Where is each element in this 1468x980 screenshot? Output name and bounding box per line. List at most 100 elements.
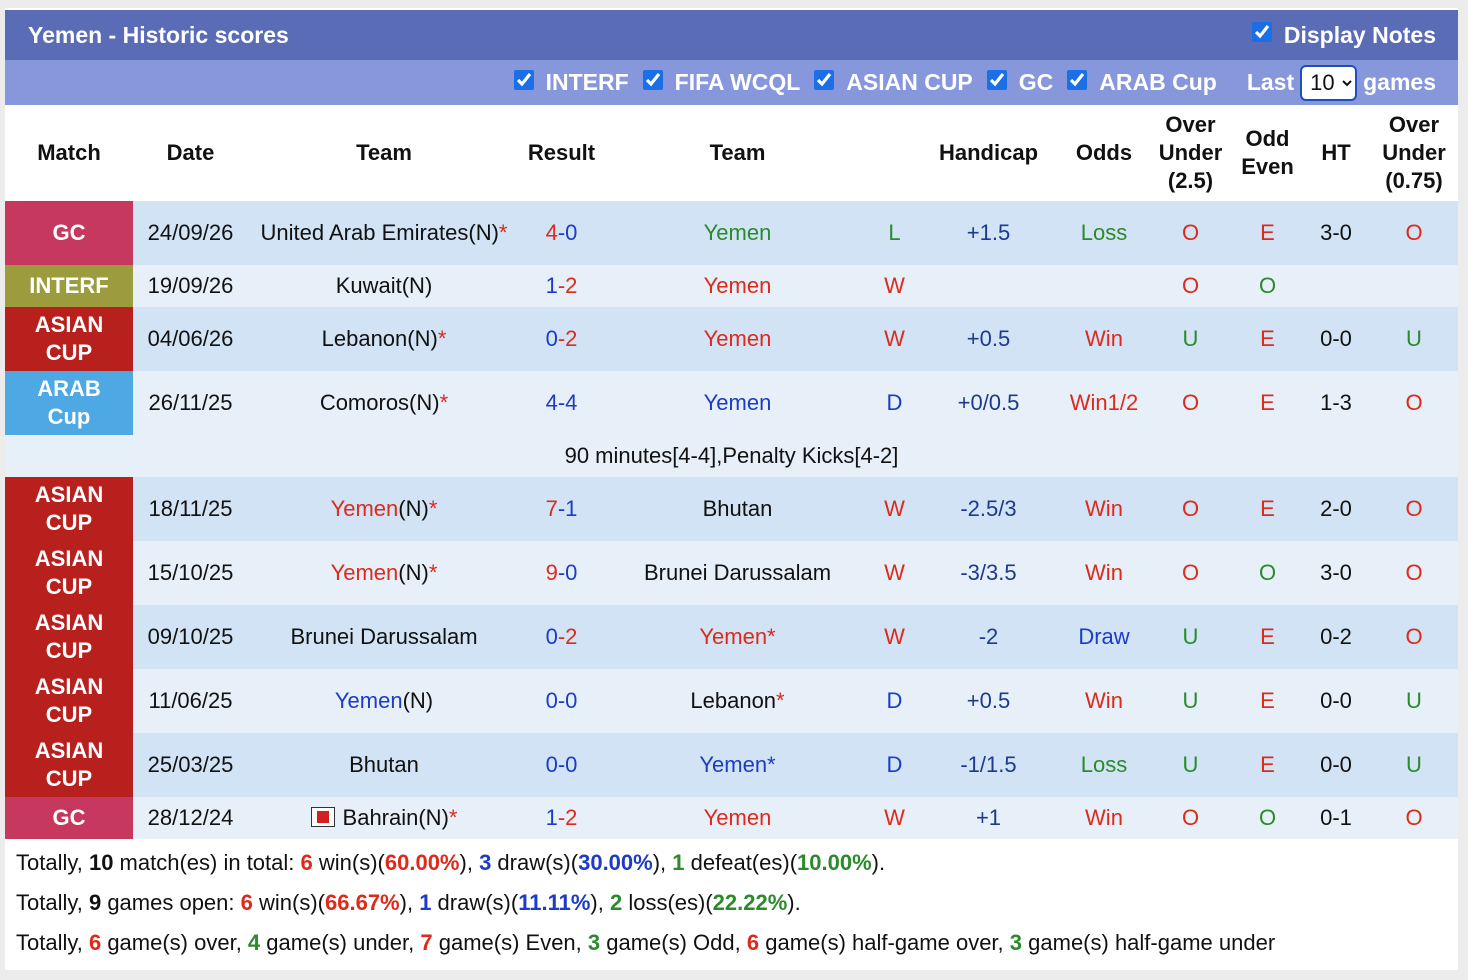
competition-cell: ARAB Cup [5,371,133,435]
competition-label: GC [1018,69,1054,96]
competition: INTERF [29,273,109,298]
summary-line: Totally, 9 games open: 6 win(s)(66.67%),… [16,883,1458,923]
column-header: Team [709,140,766,165]
summary-text: draw(s)( [491,850,579,875]
date-cell: 26/11/25 [133,371,248,435]
summary-text: Totally, [16,930,89,955]
over-under: O [1181,496,1200,521]
match-row: GC 24/09/26 United Arab Emirates(N)* 4-0 Yem… [5,201,1458,265]
result-cell: 9-0 [520,541,603,605]
competition-filter[interactable]: ARAB Cup [1067,69,1217,96]
odd-even: O [1258,560,1277,585]
competition-checkbox[interactable] [986,69,1007,90]
flag-icon [310,807,335,827]
competition-filter[interactable]: INTERF [513,69,629,96]
odds: Win1/2 [1069,390,1139,415]
result: 0-0 [545,688,578,713]
over-under: O [1181,220,1200,245]
over-under-075: O [1405,560,1423,585]
home-team: * [439,390,449,415]
summary-text: game(s) under, [260,930,421,955]
home-team: * [428,560,438,585]
competition-checkbox[interactable] [1067,69,1088,90]
competition-label: ARAB Cup [1099,69,1217,96]
odd-even-cell: O [1233,265,1302,307]
odd-even: E [1260,326,1275,351]
competition-filter[interactable]: FIFA WCQL [642,69,800,96]
odd-even-cell: E [1233,371,1302,435]
note: 90 minutes[4-4],Penalty Kicks[4-2] [5,435,1458,477]
competition: ASIAN CUP [34,482,104,535]
home-team: Bahrain(N) [342,805,449,830]
away-team: Yemen [703,326,772,351]
summary-text: win(s)( [312,850,385,875]
half-time: 0-2 [1320,624,1352,649]
result-cell: 0-2 [520,605,603,669]
half-time: 1-3 [1320,390,1352,415]
summary-text: ), [590,890,610,915]
half-time: 3-0 [1320,560,1352,585]
result: 9 [545,560,558,585]
handicap: +0/0.5 [957,390,1020,415]
competition-cell: ASIAN CUP [5,669,133,733]
summary-text: game(s) half-game under [1022,930,1276,955]
result: -2 [557,624,578,649]
odd-even-cell: E [1233,605,1302,669]
competition: GC [52,805,86,830]
date-cell: 28/12/24 [133,797,248,839]
summary-text: defeat(es)( [684,850,798,875]
competition-checkbox[interactable] [814,69,835,90]
summary-text: 6 [746,930,760,955]
odds: Loss [1080,220,1128,245]
odds: Loss [1080,752,1128,777]
display-notes-checkbox[interactable] [1251,22,1272,42]
home-team: Yemen [330,496,399,521]
scores-table: Match Date Team Result Team Handicap Odds Over … [5,105,1458,839]
title: Yemen - Historic scores [28,21,289,48]
half-time-cell: 0-1 [1302,797,1370,839]
date: 24/09/26 [147,220,234,245]
summary-text: 6 [300,850,313,875]
competition-checkbox[interactable] [513,69,534,90]
odds-cell: Win [1060,669,1148,733]
competition: ASIAN CUP [34,738,104,791]
summary-text: ). [871,850,886,875]
away-team-cell: Lebanon* [603,669,872,733]
last-select[interactable]: 10 [1300,64,1358,101]
competition-cell: GC [5,201,133,265]
match-row: ASIAN CUP 11/06/25 Yemen(N) 0-0 Lebanon* D +0.… [5,669,1458,733]
summary-text: 7 [420,930,433,955]
result-cell: 0-2 [520,307,603,371]
summary-text: game(s) over, [101,930,248,955]
summary-text: ), [459,850,480,875]
outcome-cell: W [872,477,917,541]
over-under-075: O [1405,624,1423,649]
away-team-cell: Yemen [603,265,872,307]
over-under-075-cell: O [1370,201,1458,265]
competition-filter[interactable]: GC [986,69,1054,96]
half-time-cell [1302,265,1370,307]
summary-text: games open: [101,890,241,915]
over-under-cell: U [1148,605,1233,669]
odds: Win [1085,560,1123,585]
last-label: Last [1246,69,1295,95]
result: 0-0 [545,752,578,777]
summary-text: 3 [1009,930,1023,955]
result: 0 [545,326,558,351]
summary-text: draw(s)( [431,890,519,915]
competition-cell: ASIAN CUP [5,477,133,541]
summary-text: 66.67% [325,890,400,915]
date: 19/09/26 [147,273,234,298]
summary-text: win(s)( [252,890,325,915]
over-under: O [1181,805,1200,830]
odd-even-cell: E [1233,307,1302,371]
competition-filter[interactable]: ASIAN CUP [814,69,973,96]
summary-text: ), [652,850,673,875]
display-notes[interactable]: Display Notes [1251,22,1436,49]
result: -0 [557,560,578,585]
away-team: Brunei Darussalam [643,560,832,585]
away-team-cell: Brunei Darussalam [603,541,872,605]
competition-cell: ASIAN CUP [5,733,133,797]
home-team: Bhutan [349,752,419,777]
competition-checkbox[interactable] [642,69,663,90]
